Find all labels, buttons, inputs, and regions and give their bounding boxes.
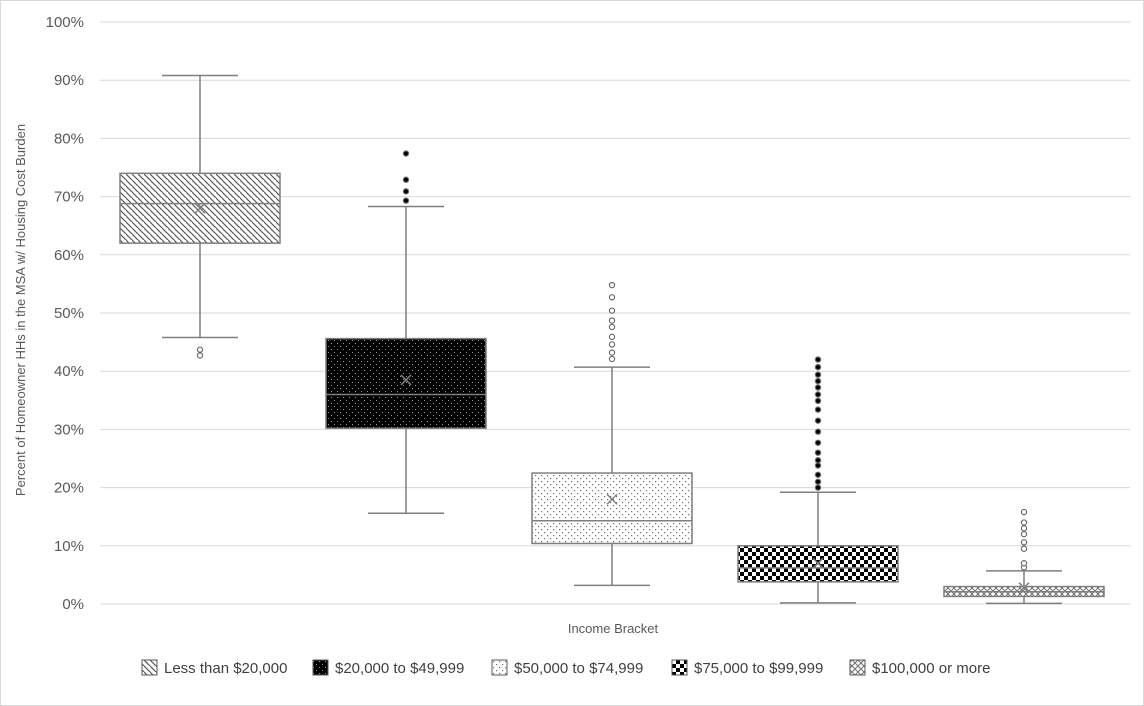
outlier-point (814, 449, 822, 456)
legend-item: $100,000 or more (849, 659, 990, 677)
outlier-point (608, 349, 616, 356)
outlier-point (814, 462, 822, 469)
legend-swatch (849, 659, 866, 676)
outlier-point (814, 356, 822, 363)
legend-item: Less than $20,000 (141, 659, 287, 677)
outlier-point (814, 471, 822, 478)
y-axis-title: Percent of Homeowner HHs in the MSA w/ H… (13, 124, 28, 496)
outlier-point (814, 397, 822, 405)
y-tick-label: 50% (54, 305, 84, 322)
outlier-point (608, 294, 616, 301)
outlier-point (1020, 525, 1028, 532)
legend-label: Less than $20,000 (164, 660, 287, 677)
legend-swatch (671, 659, 688, 676)
y-tick-label: 60% (54, 247, 84, 264)
box-iqr (325, 337, 487, 429)
legend-label: $75,000 to $99,999 (694, 660, 823, 677)
y-tick-label: 0% (62, 596, 84, 613)
outlier-point (402, 197, 410, 204)
y-axis-tick-labels: 0% 10% 20% 30% 40% 50% 60% 70% 80% 90% 100% (46, 14, 84, 613)
outlier-point (402, 150, 410, 157)
outlier-point (814, 377, 822, 385)
outlier-point (814, 484, 822, 491)
y-tick-label: 20% (54, 480, 84, 497)
outlier-point (196, 346, 204, 353)
box-series (943, 508, 1105, 605)
y-tick-label: 80% (54, 130, 84, 147)
outlier-point (1020, 530, 1028, 538)
legend-swatch (491, 659, 508, 676)
outlier-point (814, 439, 822, 446)
outlier-point (814, 371, 822, 378)
outlier-point (814, 384, 822, 391)
outlier-point (608, 355, 616, 363)
x-axis-title: Income Bracket (568, 621, 659, 636)
mean-marker (606, 493, 618, 505)
box-iqr (531, 472, 693, 545)
legend-label: $20,000 to $49,999 (335, 660, 464, 677)
box-series (119, 74, 281, 359)
outlier-point (1020, 560, 1028, 567)
boxes (119, 74, 1105, 605)
y-tick-label: 30% (54, 421, 84, 438)
outlier-point (608, 317, 616, 324)
outlier-point (608, 323, 616, 331)
outlier-point (814, 417, 822, 424)
legend-label: $50,000 to $74,999 (514, 660, 643, 677)
legend-item: $75,000 to $99,999 (671, 659, 823, 677)
mean-marker (1018, 582, 1030, 594)
y-tick-label: 10% (54, 538, 84, 555)
outlier-point (608, 333, 616, 341)
outlier-point (1020, 539, 1028, 546)
outlier-point (1020, 545, 1028, 552)
outlier-point (402, 188, 410, 195)
mean-marker (194, 202, 206, 214)
outlier-point (196, 352, 204, 359)
outlier-point (608, 341, 616, 348)
legend-swatch (141, 659, 158, 676)
legend-label: $100,000 or more (872, 660, 990, 677)
outlier-point (814, 457, 822, 464)
box-series (531, 281, 693, 587)
y-tick-label: 90% (54, 72, 84, 89)
outlier-point (608, 307, 616, 314)
outlier-point (814, 391, 822, 398)
y-tick-label: 40% (54, 363, 84, 380)
legend-item: $20,000 to $49,999 (312, 659, 464, 677)
mean-marker (400, 374, 412, 386)
box-series (737, 356, 899, 604)
y-tick-label: 100% (46, 14, 84, 31)
legend: Less than $20,000 $20,000 to $49,999 $50,0… (141, 659, 990, 677)
box-series (325, 150, 487, 514)
y-tick-label: 70% (54, 189, 84, 206)
outlier-point (814, 363, 822, 371)
outlier-point (1020, 508, 1028, 516)
legend-item: $50,000 to $74,999 (491, 659, 643, 677)
legend-swatch (312, 659, 329, 676)
outlier-point (814, 478, 822, 485)
outlier-point (608, 281, 616, 289)
outlier-point (814, 406, 822, 413)
outlier-point (402, 176, 410, 183)
mean-marker (812, 557, 824, 569)
outlier-point (814, 428, 822, 435)
outlier-point (1020, 519, 1028, 526)
